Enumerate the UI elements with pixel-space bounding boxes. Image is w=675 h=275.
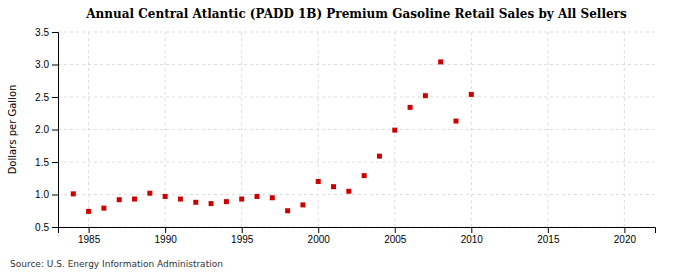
x-tick: 2005	[384, 227, 407, 245]
y-tick: 2.5	[35, 92, 58, 103]
point	[193, 200, 198, 205]
x-tick-label: 2020	[614, 234, 637, 245]
x-tick: 2020	[614, 227, 637, 245]
point	[438, 59, 443, 64]
x-tick-mark	[395, 227, 396, 233]
source: Source: U.S. Energy Information Administ…	[10, 259, 223, 269]
x-tick: 2010	[461, 227, 484, 245]
point	[454, 119, 459, 124]
y-tick-mark	[52, 32, 58, 33]
point	[377, 154, 382, 159]
x-axis: 1985 1990 1995 2000 2005 2010 2015 2020	[59, 227, 656, 245]
point	[408, 105, 413, 110]
grid	[58, 32, 655, 227]
y-tick: 1.5	[35, 157, 58, 168]
plot: 1985 1990 1995 2000 2005 2010 2015 2020 0.5 1.0 1.…	[35, 27, 655, 245]
x-tick-label: 1995	[231, 234, 254, 245]
y-tick: 1.0	[35, 189, 58, 200]
y-tick-mark	[52, 130, 58, 131]
y-tick-mark	[52, 97, 58, 98]
y-tick-label: 1.0	[35, 189, 49, 200]
point	[86, 209, 91, 214]
x-tick: 2000	[308, 227, 331, 245]
point	[178, 197, 183, 202]
grid-line-x	[547, 32, 548, 227]
point	[239, 197, 244, 202]
x-tick-label: 2010	[461, 234, 484, 245]
point	[331, 184, 336, 189]
point	[362, 173, 367, 178]
y-tick-mark	[52, 162, 58, 163]
point	[300, 202, 305, 207]
point	[163, 194, 168, 199]
x-tick-label: 2005	[384, 234, 407, 245]
point	[71, 191, 76, 196]
y-tick-label: 3.5	[35, 27, 49, 38]
x-tick-label: 2000	[308, 234, 331, 245]
x-tick-mark	[165, 227, 166, 233]
point	[209, 201, 214, 206]
point	[117, 197, 122, 202]
point	[132, 197, 137, 202]
point	[285, 208, 290, 213]
x-tick-label: 2015	[537, 234, 560, 245]
point	[316, 179, 321, 184]
point	[469, 92, 474, 97]
y-tick: 3.5	[35, 27, 58, 38]
x-tick-mark	[318, 227, 319, 233]
title: Annual Central Atlantic (PADD 1B) Premiu…	[85, 7, 627, 21]
y-tick-mark	[52, 227, 58, 228]
grid-line-x	[471, 32, 472, 227]
y-tick-mark	[52, 65, 58, 66]
x-tick-mark	[624, 227, 625, 233]
x-tick-label: 1985	[78, 234, 101, 245]
y-tick-mark	[52, 195, 58, 196]
x-tick-mark	[89, 227, 90, 233]
point	[224, 199, 229, 204]
y-tick: 3.0	[35, 59, 58, 70]
y-tick-label: 2.0	[35, 124, 49, 135]
y-tick: 2.0	[35, 124, 58, 135]
point	[423, 93, 428, 98]
y-axis-title: Dollars per Gallon	[7, 85, 18, 175]
y-tick-label: 0.5	[35, 222, 49, 233]
grid-line-y	[58, 64, 655, 65]
y-tick-label: 3.0	[35, 59, 49, 70]
y-tick-label: 1.5	[35, 157, 49, 168]
point	[270, 195, 275, 200]
grid-line-y	[58, 129, 655, 130]
point	[147, 191, 152, 196]
point	[392, 128, 397, 133]
y-axis-line	[52, 33, 59, 228]
point	[255, 194, 260, 199]
grid-line-y	[58, 162, 655, 163]
x-tick: 1990	[155, 227, 178, 245]
grid-line-y	[58, 32, 655, 33]
x-tick: 1985	[78, 227, 101, 245]
y-tick: 0.5	[35, 222, 58, 233]
x-tick: 1995	[231, 227, 254, 245]
point	[346, 189, 351, 194]
chart: 1985 1990 1995 2000 2005 2010 2015 2020 0.5 1.0 1.…	[0, 0, 675, 275]
x-tick-mark	[242, 227, 243, 233]
x-tick-label: 1990	[155, 234, 178, 245]
marks	[71, 59, 474, 214]
point	[101, 206, 106, 211]
grid-line-y	[58, 97, 655, 98]
x-tick: 2015	[537, 227, 560, 245]
x-tick-mark	[471, 227, 472, 233]
y-tick-label: 2.5	[35, 92, 49, 103]
y-axis: 0.5 1.0 1.5 2.0 2.5 3.0 3.5	[35, 27, 58, 233]
x-tick-mark	[548, 227, 549, 233]
x-axis-line	[59, 228, 656, 234]
